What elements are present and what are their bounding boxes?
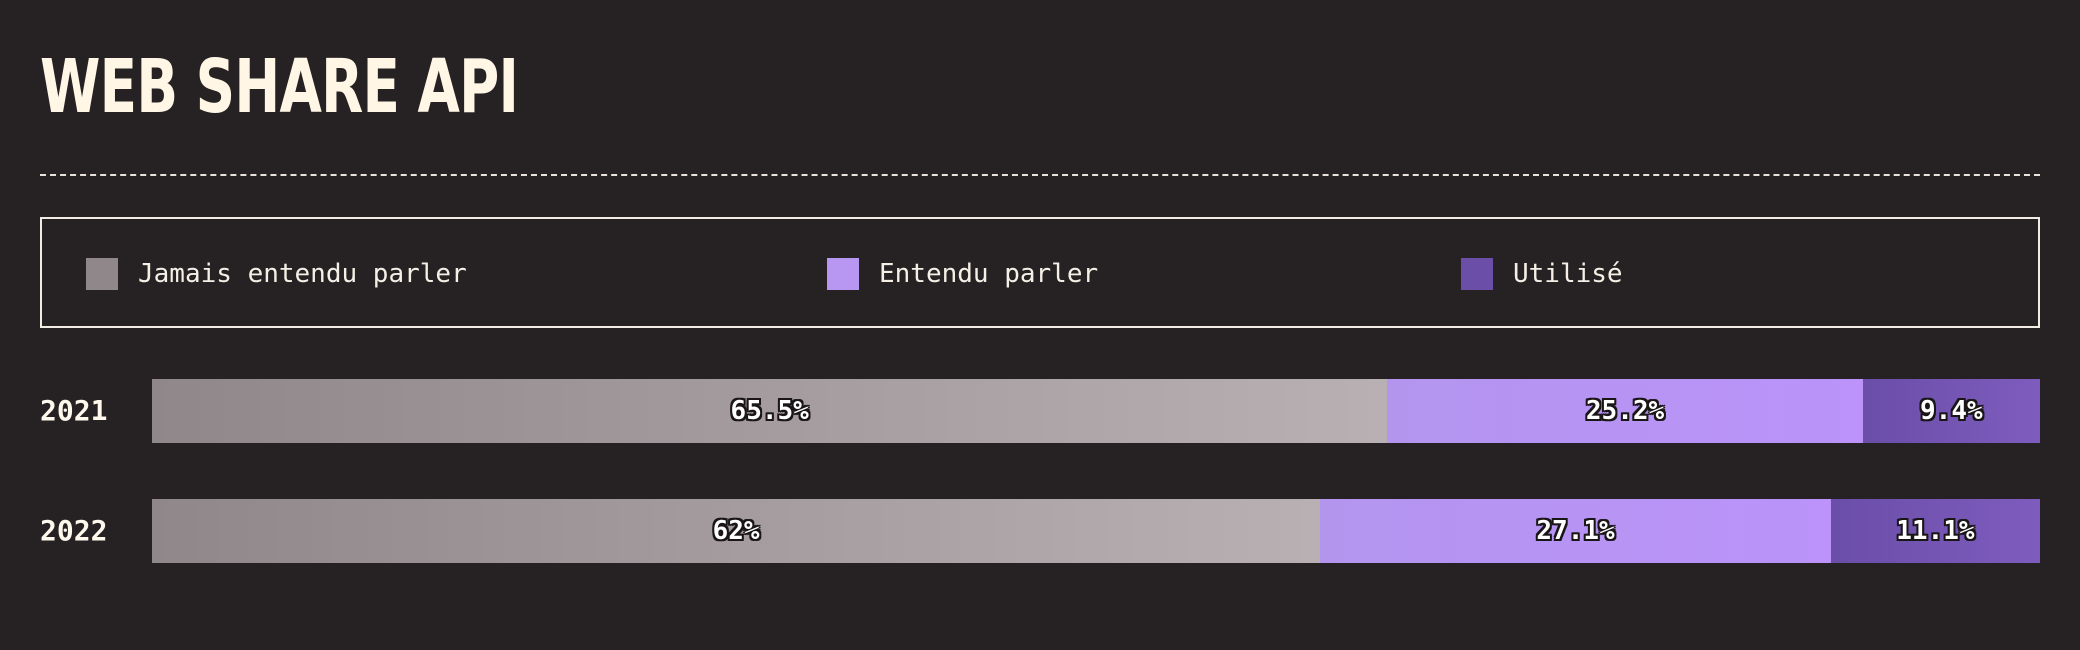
bar-segment-used-2021[interactable]: 9.4% <box>1862 379 2040 443</box>
bar-segment-never-heard-2022[interactable]: 62% <box>152 499 1321 563</box>
data-label-used-2022: 11.1% <box>1896 516 1975 546</box>
dashed-divider <box>40 174 2040 176</box>
legend-item-heard[interactable]: Entendu parler <box>827 258 1099 290</box>
bar-segment-never-heard-2021[interactable]: 65.5% <box>152 379 1388 443</box>
legend-item-never-heard[interactable]: Jamais entendu parler <box>86 258 467 290</box>
legend-swatch-heard <box>827 258 859 290</box>
bar-segment-used-2022[interactable]: 11.1% <box>1830 499 2040 563</box>
legend-label-never-heard: Jamais entendu parler <box>138 259 467 289</box>
legend: Jamais entendu parler Entendu parler Uti… <box>40 217 2040 328</box>
stacked-bar-2021: 65.5% 25.2% 9.4% <box>152 379 2040 443</box>
chart-title: WEB SHARE API <box>40 44 519 130</box>
legend-label-heard: Entendu parler <box>879 259 1099 289</box>
legend-swatch-never-heard <box>86 258 118 290</box>
data-label-heard-2021: 25.2% <box>1585 396 1665 426</box>
chart-row-2021: 2021 65.5% 25.2% 9.4% <box>0 379 2080 443</box>
legend-item-used[interactable]: Utilisé <box>1461 258 1623 290</box>
legend-swatch-used <box>1461 258 1493 290</box>
bar-segment-heard-2021[interactable]: 25.2% <box>1387 379 1863 443</box>
year-label-2021: 2021 <box>40 394 108 427</box>
data-label-used-2021: 9.4% <box>1920 396 1983 426</box>
year-label-2022: 2022 <box>40 514 108 547</box>
data-label-never-heard-2022: 62% <box>712 516 760 546</box>
data-label-heard-2022: 27.1% <box>1536 516 1615 546</box>
data-label-never-heard-2021: 65.5% <box>730 396 809 426</box>
legend-label-used: Utilisé <box>1513 259 1623 289</box>
chart-row-2022: 2022 62% 27.1% 11.1% <box>0 499 2080 563</box>
bar-segment-heard-2022[interactable]: 27.1% <box>1320 499 1831 563</box>
stacked-bar-2022: 62% 27.1% 11.1% <box>152 499 2040 563</box>
